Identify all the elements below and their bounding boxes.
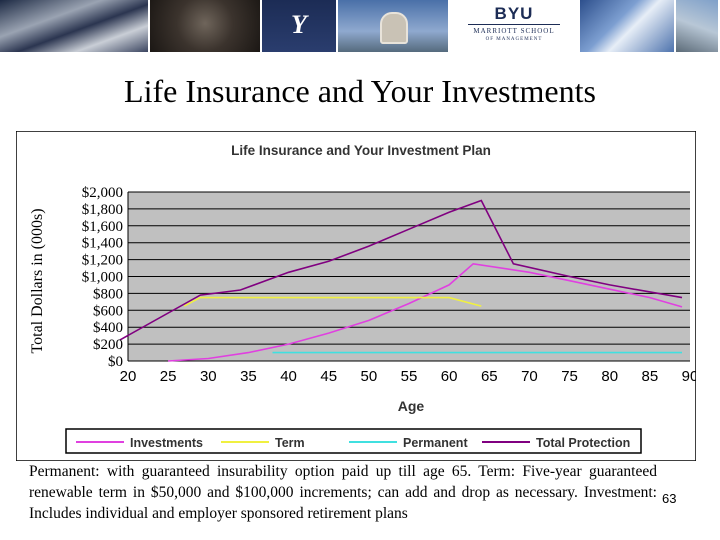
slide-caption: Permanent: with guaranteed insurability … xyxy=(29,463,657,522)
series-line-total-protection xyxy=(119,199,683,341)
logo-rule xyxy=(468,24,560,25)
legend: Investments Term Permanent Total Protection xyxy=(76,436,630,450)
x-tick-label: 35 xyxy=(240,368,257,385)
gridlines xyxy=(127,191,690,362)
y-tick-label: $1,600 xyxy=(82,219,123,235)
x-tick-label: 30 xyxy=(200,368,217,385)
slide-title: Life Insurance and Your Investments xyxy=(124,73,596,109)
life-insurance-chart: Life Insurance and Your Investment Plan … xyxy=(16,131,696,461)
banner-photo-steel xyxy=(0,0,150,52)
y-tick-label: $2,000 xyxy=(82,185,123,201)
series-line-term xyxy=(183,296,482,307)
chart-title: Life Insurance and Your Investment Plan xyxy=(231,143,491,158)
x-tick-label: 65 xyxy=(481,368,498,385)
y-tick-label: $600 xyxy=(93,303,123,319)
x-tick-label: 50 xyxy=(361,368,378,385)
x-tick-label: 55 xyxy=(401,368,418,385)
x-tick-label: 85 xyxy=(642,368,659,385)
x-tick-label: 70 xyxy=(521,368,538,385)
y-tick-label: $1,000 xyxy=(82,270,123,286)
x-tick-label: 80 xyxy=(601,368,618,385)
y-tick-label: $400 xyxy=(93,320,123,336)
header-banner: Y BYU MARRIOTT SCHOOL OF MANAGEMENT xyxy=(0,0,720,52)
y-tick-label: $1,800 xyxy=(82,202,123,218)
bell-icon xyxy=(380,12,408,44)
y-tick-labels: $0$200$400$600$800$1,000$1,200$1,400$1,6… xyxy=(82,185,123,370)
x-tick-label: 25 xyxy=(160,368,177,385)
logo-byu-text: BYU xyxy=(494,4,534,23)
page-number: 63 xyxy=(662,491,677,506)
legend-label: Term xyxy=(275,436,305,450)
series-line-investments xyxy=(168,262,683,362)
x-tick-label: 40 xyxy=(280,368,297,385)
byu-marriott-logo: BYU MARRIOTT SCHOOL OF MANAGEMENT xyxy=(450,0,580,52)
y-tick-label: $1,200 xyxy=(82,253,123,269)
banner-photo-statue xyxy=(150,0,262,52)
x-tick-label: 45 xyxy=(320,368,337,385)
x-tick-label: 75 xyxy=(561,368,578,385)
banner-photo-building xyxy=(676,0,720,52)
banner-photo-sky xyxy=(580,0,676,52)
legend-label: Permanent xyxy=(403,436,468,450)
y-axis-label: Total Dollars in (000s) xyxy=(29,208,46,353)
banner-photo-bell xyxy=(338,0,450,52)
legend-label: Total Protection xyxy=(536,436,630,450)
logo-school-text: MARRIOTT SCHOOL xyxy=(473,27,555,35)
y-mark: Y xyxy=(291,10,307,39)
y-tick-label: $0 xyxy=(108,354,123,370)
logo-sub-text: OF MANAGEMENT xyxy=(485,37,543,42)
x-tick-labels: 20 25 30 35 40 45 50 55 60 65 70 75 80 85 90 xyxy=(120,368,696,385)
x-tick-label: 90 xyxy=(682,368,696,385)
x-tick-label: 60 xyxy=(441,368,458,385)
y-tick-label: $800 xyxy=(93,286,123,302)
banner-y-logo: Y xyxy=(262,0,338,52)
legend-label: Investments xyxy=(130,436,203,450)
y-tick-label: $200 xyxy=(93,337,123,353)
x-axis-label: Age xyxy=(398,398,425,414)
y-tick-label: $1,400 xyxy=(82,236,123,252)
series-layer xyxy=(119,199,683,362)
x-tick-label: 20 xyxy=(120,368,137,385)
